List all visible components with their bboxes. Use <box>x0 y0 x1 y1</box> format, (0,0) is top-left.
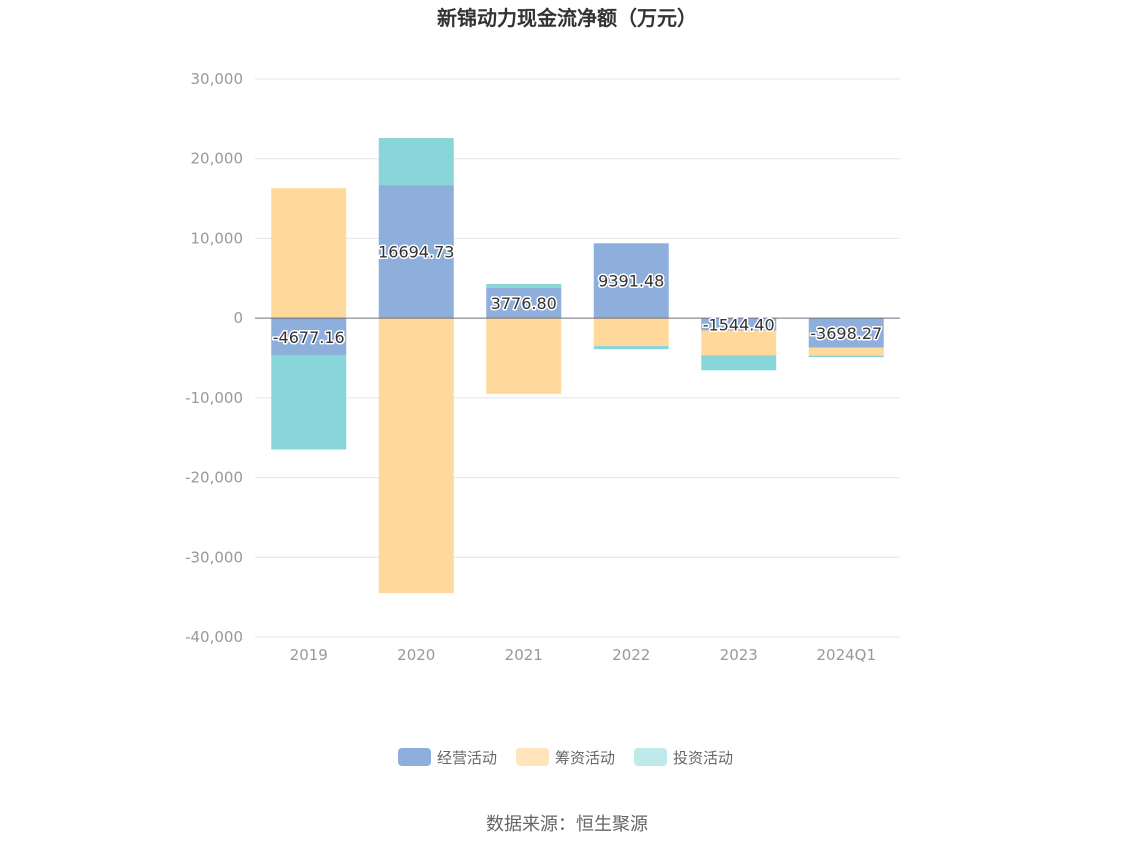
bar-3-2021[interactable] <box>486 284 562 289</box>
bar-3-2020[interactable] <box>378 138 454 186</box>
bar-1-2024Q1[interactable] <box>808 318 884 348</box>
y-tick-label: 30,000 <box>191 70 244 88</box>
bar-1-2023[interactable] <box>701 318 777 331</box>
data-labels: -4677.16 16694.73 3776.80 9391.48 -1544.40 -3… <box>271 241 883 348</box>
x-axis: 2019 2020 2021 2022 2023 2024Q1 <box>255 636 900 664</box>
legend-label: 筹资活动 <box>555 749 615 767</box>
x-tick-label: 2020 <box>397 646 435 664</box>
bar-1-2021[interactable] <box>486 288 562 319</box>
data-label: 9391.48 <box>598 272 664 291</box>
data-label: -4677.16 <box>273 328 345 347</box>
y-tick-label: -20,000 <box>185 469 243 487</box>
data-label: 3776.80 <box>491 294 557 313</box>
chart-title: 新锦动力现金流净额（万元） <box>437 6 697 30</box>
y-tick-label: 10,000 <box>191 229 244 247</box>
bar-3-2023[interactable] <box>701 355 777 371</box>
data-label: 16694.73 <box>378 243 454 262</box>
legend-item-3[interactable]: 投资活动 <box>634 748 733 767</box>
y-tick-label: -10,000 <box>185 389 243 407</box>
bar-2-2019[interactable] <box>271 188 347 319</box>
x-tick-label: 2024Q1 <box>816 646 876 664</box>
source-note: 数据来源：恒生聚源 <box>486 814 648 835</box>
gridlines <box>255 78 900 638</box>
bars <box>271 138 884 594</box>
y-tick-label: -40,000 <box>185 628 243 646</box>
legend[interactable]: 经营活动 筹资活动 投资活动 <box>398 748 733 767</box>
bar-1-2022[interactable] <box>593 243 669 319</box>
legend-item-2[interactable]: 筹资活动 <box>516 748 615 767</box>
bar-2-2024Q1[interactable] <box>808 347 884 356</box>
x-tick-label: 2021 <box>505 646 543 664</box>
legend-swatch <box>516 748 549 766</box>
y-tick-label: 0 <box>233 309 243 327</box>
bar-2-2020[interactable] <box>378 318 454 594</box>
bar-2-2021[interactable] <box>486 318 562 394</box>
bar-3-2024Q1[interactable] <box>808 355 884 358</box>
bar-1-2020[interactable] <box>378 185 454 319</box>
x-tick-label: 2019 <box>290 646 328 664</box>
legend-item-1[interactable]: 经营活动 <box>398 748 497 767</box>
bar-3-2022[interactable] <box>593 346 669 350</box>
y-tick-label: 20,000 <box>191 150 244 168</box>
data-label: -3698.27 <box>810 324 882 343</box>
legend-label: 经营活动 <box>437 749 497 767</box>
data-label: -1544.40 <box>703 315 775 334</box>
y-tick-label: -30,000 <box>185 548 243 566</box>
legend-swatch <box>634 748 667 766</box>
y-axis: 30,000 20,000 10,000 0 -10,000 -20,000 -30,000… <box>185 70 243 646</box>
legend-label: 投资活动 <box>673 749 733 767</box>
bar-3-2019[interactable] <box>271 355 347 450</box>
legend-swatch <box>398 748 431 766</box>
bar-2-2023[interactable] <box>701 330 777 356</box>
x-tick-label: 2022 <box>612 646 650 664</box>
x-tick-label: 2023 <box>720 646 758 664</box>
bar-1-2019[interactable] <box>271 318 347 356</box>
bar-2-2022[interactable] <box>593 318 669 347</box>
